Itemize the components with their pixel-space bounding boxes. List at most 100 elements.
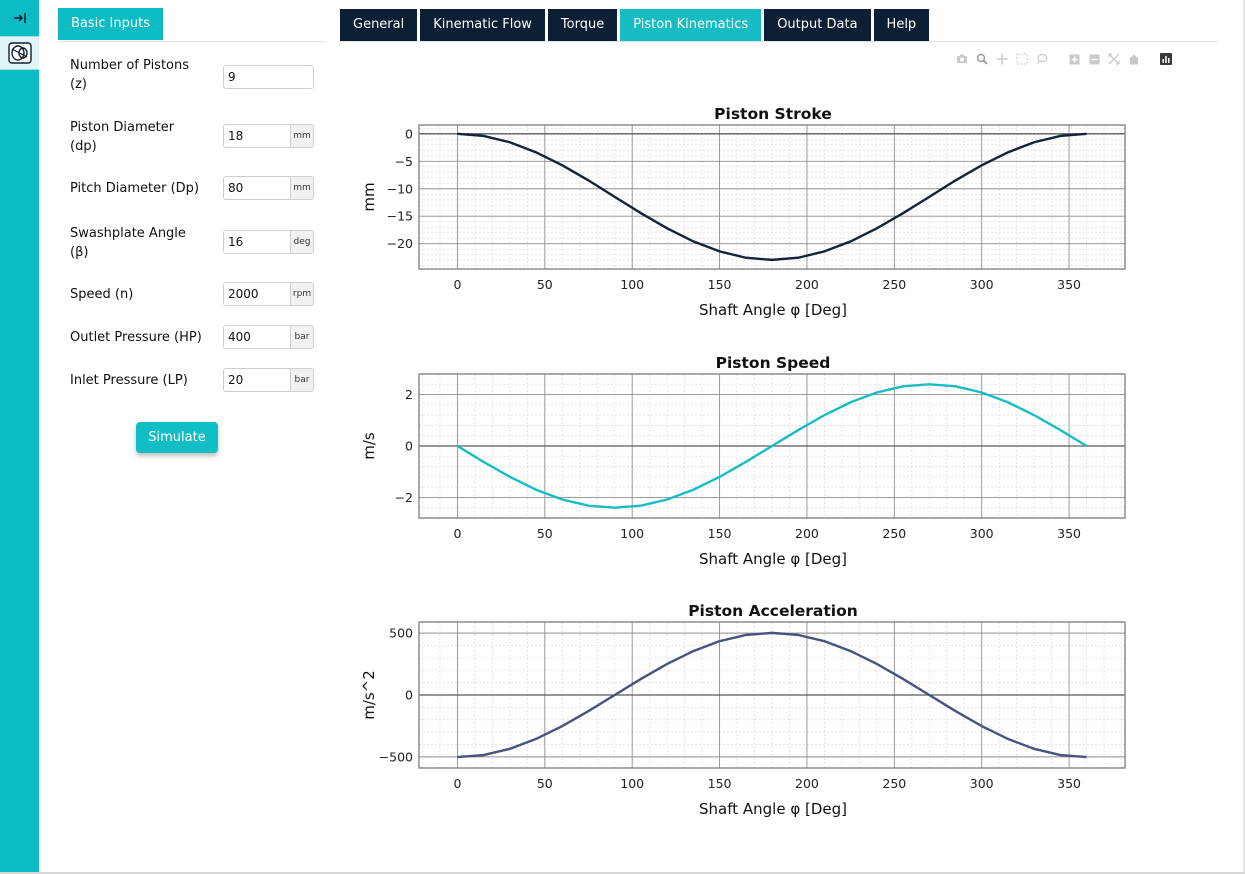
- y-tick-label: −20: [387, 236, 413, 251]
- x-tick-label: 0: [453, 776, 461, 791]
- x-tick-label: 50: [537, 526, 553, 541]
- y-axis-label: mm: [360, 182, 378, 211]
- x-tick-label: 300: [970, 277, 994, 292]
- collapse-sidebar-icon[interactable]: [0, 6, 39, 30]
- chart-title: Piston Stroke: [714, 105, 832, 123]
- simulate-button[interactable]: Simulate: [136, 422, 218, 453]
- swashplate-angle-input[interactable]: 16: [223, 230, 291, 254]
- reset-axes-icon[interactable]: [1126, 51, 1142, 67]
- field-label-line: (dp): [70, 139, 97, 154]
- series-line: [457, 631, 1087, 759]
- x-tick-label: 150: [708, 776, 732, 791]
- x-tick-label: 200: [795, 776, 819, 791]
- unit-addon: deg: [291, 230, 314, 254]
- box-select-icon[interactable]: [1014, 51, 1030, 67]
- x-tick-label: 350: [1057, 776, 1081, 791]
- chart-piston-stroke: 0 50 100 150 200 250 300 350 0 −5 −10 −15 −20 Piston…: [360, 105, 1126, 319]
- zoom-icon[interactable]: [974, 51, 990, 67]
- plot-modebar: [954, 51, 1174, 67]
- field-label-line: Number of Pistons: [70, 58, 190, 73]
- window-edge-bottom: [0, 872, 1245, 874]
- field-label-line: Speed (n): [70, 287, 134, 302]
- x-axis-label: Shaft Angle φ [Deg]: [699, 550, 847, 568]
- unit-addon: bar: [291, 325, 314, 349]
- field-label: Speed (n): [70, 285, 215, 304]
- x-tick-label: 150: [708, 277, 732, 292]
- modebar-spacer: [1146, 51, 1154, 67]
- x-tick-label: 100: [620, 277, 644, 292]
- tab-divider: [340, 41, 1217, 42]
- chart-piston-speed: 0 50 100 150 200 250 300 350 2 0 −2 Piston Speed S…: [360, 354, 1126, 568]
- zoom-in-icon[interactable]: [1066, 51, 1082, 67]
- field-label-line: Piston Diameter: [70, 120, 175, 135]
- field-label: Number of Pistons (z): [70, 56, 215, 94]
- plot-frame: [418, 124, 1126, 270]
- outlet-pressure-input[interactable]: 400: [223, 325, 291, 349]
- x-tick-label: 300: [970, 776, 994, 791]
- tab-general[interactable]: General: [340, 9, 418, 41]
- lasso-icon[interactable]: [1034, 51, 1050, 67]
- series-line: [456, 383, 1088, 509]
- tab-torque[interactable]: Torque: [547, 9, 618, 41]
- chart-piston-acceleration: 0 50 100 150 200 250 300 350 500 0 −500 Piston Acc…: [360, 602, 1126, 818]
- y-axis-label: m/s^2: [360, 670, 378, 720]
- field-label-line: (z): [70, 77, 87, 92]
- inlet-pressure-input[interactable]: 20: [223, 368, 291, 392]
- unit-addon: bar: [291, 368, 314, 392]
- x-tick-label: 350: [1057, 277, 1081, 292]
- modebar-spacer: [1054, 51, 1062, 67]
- pistons-input[interactable]: 9: [223, 65, 314, 89]
- x-tick-label: 150: [708, 526, 732, 541]
- x-tick-label: 0: [453, 277, 461, 292]
- tab-piston-kinematics[interactable]: Piston Kinematics: [620, 9, 762, 41]
- series-line: [457, 132, 1087, 262]
- x-tick-label: 350: [1057, 526, 1081, 541]
- y-tick-label: 0: [405, 688, 413, 703]
- y-tick-label: −5: [395, 154, 413, 169]
- piston-diameter-input[interactable]: 18: [223, 124, 291, 148]
- autoscale-icon[interactable]: [1106, 51, 1122, 67]
- field-label-line: Inlet Pressure (LP): [70, 373, 188, 388]
- window-edge-right: [1243, 0, 1245, 874]
- field-label: Outlet Pressure (HP): [70, 328, 215, 347]
- zoom-out-icon[interactable]: [1086, 51, 1102, 67]
- tab-kinematic-flow[interactable]: Kinematic Flow: [420, 9, 545, 41]
- x-tick-label: 200: [795, 526, 819, 541]
- x-tick-label: 250: [882, 526, 906, 541]
- x-tick-label: 200: [795, 277, 819, 292]
- field-label: Inlet Pressure (LP): [70, 371, 215, 390]
- camera-icon[interactable]: [954, 51, 970, 67]
- tab-basic-inputs[interactable]: Basic Inputs: [58, 8, 163, 40]
- x-tick-label: 250: [882, 277, 906, 292]
- pump-icon[interactable]: [0, 36, 39, 70]
- field-label-line: Swashplate Angle: [70, 226, 186, 241]
- x-tick-label: 250: [882, 776, 906, 791]
- tab-output-data[interactable]: Output Data: [764, 9, 871, 41]
- pitch-diameter-input[interactable]: 80: [223, 176, 291, 200]
- speed-input[interactable]: 2000: [223, 282, 291, 306]
- x-axis-label: Shaft Angle φ [Deg]: [699, 301, 847, 319]
- y-tick-label: −500: [379, 749, 413, 764]
- x-tick-label: 50: [537, 776, 553, 791]
- x-axis-label: Shaft Angle φ [Deg]: [699, 800, 847, 818]
- y-tick-label: −2: [395, 490, 413, 505]
- unit-addon: mm: [291, 176, 314, 200]
- y-tick-label: −15: [387, 209, 413, 224]
- y-tick-label: 0: [405, 439, 413, 454]
- x-tick-label: 300: [970, 526, 994, 541]
- chart-title: Piston Acceleration: [688, 602, 858, 620]
- field-label-line: (β): [70, 245, 89, 260]
- field-label-line: Pitch Diameter (Dp): [70, 181, 200, 196]
- y-tick-label: 500: [389, 626, 413, 641]
- sidebar-rail: [0, 0, 39, 874]
- field-label: Swashplate Angle (β): [70, 224, 215, 262]
- pan-icon[interactable]: [994, 51, 1010, 67]
- tab-bar: General Kinematic Flow Torque Piston Kin…: [340, 9, 930, 41]
- plotly-logo-icon[interactable]: [1158, 51, 1174, 67]
- plot-frame: [418, 373, 1126, 519]
- chart-title: Piston Speed: [716, 354, 831, 372]
- tab-help[interactable]: Help: [873, 9, 930, 41]
- x-tick-label: 100: [620, 776, 644, 791]
- plot-frame: [418, 621, 1126, 769]
- x-tick-label: 50: [537, 277, 553, 292]
